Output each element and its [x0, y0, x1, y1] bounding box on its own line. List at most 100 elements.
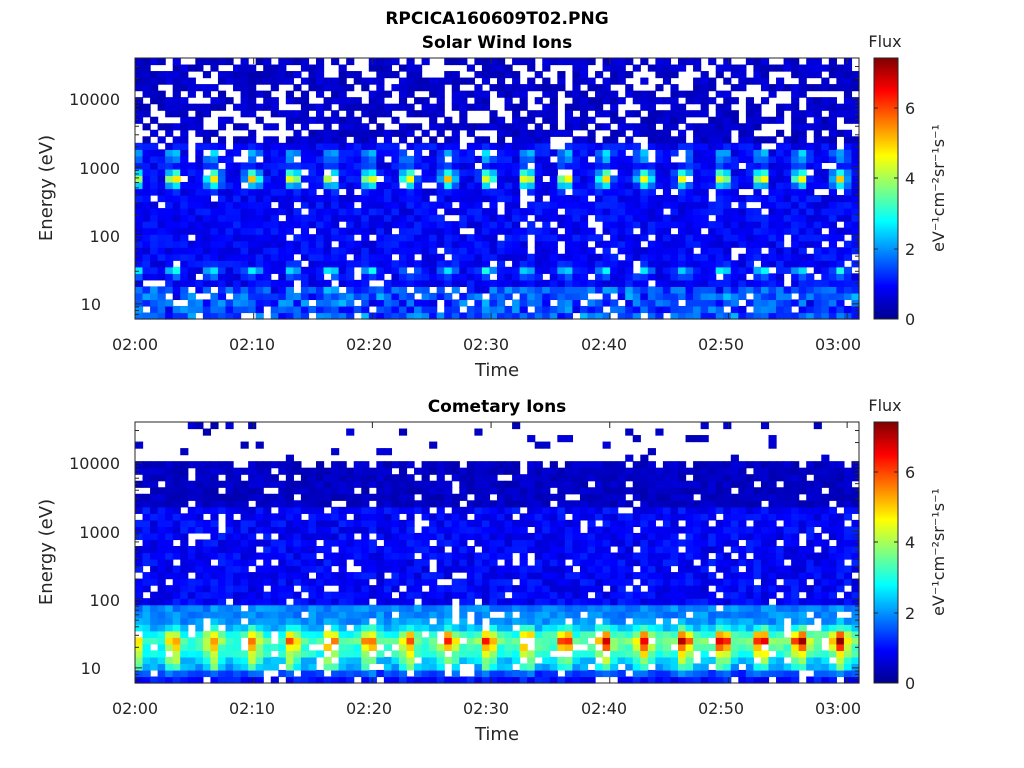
heatmap-cell	[300, 299, 310, 307]
heatmap-cell	[406, 234, 415, 242]
heatmap-cell	[202, 669, 212, 678]
heatmap-cell	[361, 526, 370, 534]
heatmap-cell	[172, 526, 181, 534]
heatmap-cell	[202, 260, 212, 268]
heatmap-cell	[353, 260, 362, 268]
heatmap-cell	[444, 637, 453, 645]
heatmap-cell	[278, 299, 287, 307]
heatmap-cell	[157, 168, 166, 177]
heatmap-cell	[368, 513, 377, 521]
heatmap-cell	[564, 221, 574, 229]
heatmap-cell	[135, 253, 144, 261]
heatmap-cell	[248, 253, 257, 261]
heatmap-cell	[685, 181, 694, 190]
heatmap-cell	[670, 214, 679, 222]
heatmap-cell	[233, 643, 242, 651]
heatmap-cell	[753, 273, 762, 281]
heatmap-cell	[255, 286, 264, 294]
heatmap-cell	[383, 208, 393, 216]
heatmap-cell	[414, 77, 423, 85]
heatmap-cell	[451, 188, 460, 196]
heatmap-cell	[383, 500, 393, 508]
heatmap-cell	[391, 201, 400, 209]
heatmap-cell	[481, 286, 491, 294]
heatmap-cell	[466, 142, 475, 150]
heatmap-cell	[481, 630, 491, 638]
heatmap-cell	[572, 292, 581, 301]
heatmap-cell	[233, 669, 242, 678]
heatmap-cell	[346, 240, 355, 248]
heatmap-cell	[142, 617, 151, 625]
heatmap-cell	[451, 195, 460, 203]
heatmap-cell	[331, 532, 340, 541]
heatmap-cell	[466, 565, 475, 573]
heatmap-cell	[270, 299, 279, 307]
heatmap-cell	[398, 305, 408, 314]
heatmap-cell	[451, 565, 460, 573]
heatmap-cell	[655, 162, 664, 170]
heatmap-cell	[474, 493, 483, 501]
heatmap-cell	[248, 142, 257, 150]
heatmap-cell	[776, 247, 785, 255]
heatmap-cell	[693, 188, 702, 196]
heatmap-cell	[316, 467, 325, 475]
heatmap-cell	[195, 467, 204, 475]
heatmap-cell	[150, 168, 159, 177]
heatmap-cell	[391, 58, 400, 66]
heatmap-cell	[715, 175, 724, 183]
heatmap-cell	[662, 221, 672, 229]
heatmap-cell	[225, 513, 234, 521]
heatmap-cell	[157, 487, 166, 495]
heatmap-cell	[383, 221, 393, 229]
heatmap-cell	[180, 598, 189, 606]
heatmap-cell	[504, 598, 513, 606]
heatmap-cell	[534, 617, 543, 625]
heatmap-cell	[693, 227, 702, 235]
heatmap-cell	[685, 266, 694, 274]
heatmap-cell	[745, 195, 755, 203]
heatmap-cell	[497, 58, 506, 66]
heatmap-cell	[474, 188, 483, 196]
heatmap-cell	[828, 253, 837, 261]
heatmap-cell	[429, 136, 438, 144]
heatmap-cell	[481, 273, 491, 281]
heatmap-cell	[142, 669, 151, 678]
heatmap-cell	[383, 591, 393, 599]
heatmap-cell	[670, 136, 679, 144]
heatmap-cell	[534, 286, 543, 294]
heatmap-cell	[278, 513, 287, 521]
heatmap-cell	[293, 260, 302, 268]
heatmap-cell	[504, 559, 513, 567]
heatmap-cell	[391, 312, 400, 320]
heatmap-cell	[195, 552, 204, 560]
heatmap-cell	[233, 676, 242, 684]
heatmap-cell	[474, 663, 483, 671]
heatmap-cell	[331, 181, 340, 190]
heatmap-cell	[466, 630, 475, 638]
heatmap-cell	[300, 500, 310, 508]
heatmap-cell	[843, 214, 853, 222]
heatmap-cell	[210, 545, 219, 554]
heatmap-cell	[595, 305, 604, 314]
heatmap-cell	[255, 175, 264, 183]
heatmap-cell	[512, 305, 521, 314]
heatmap-cell	[685, 214, 694, 222]
heatmap-cell	[135, 142, 144, 150]
heatmap-cell	[187, 221, 196, 229]
heatmap-cell	[700, 181, 709, 190]
heatmap-cell	[723, 201, 732, 209]
heatmap-cell	[414, 214, 423, 222]
heatmap-cell	[828, 175, 837, 183]
heatmap-cell	[308, 624, 317, 632]
heatmap-cell	[361, 650, 370, 658]
heatmap-cell	[836, 273, 845, 281]
heatmap-cell	[451, 637, 460, 645]
heatmap-cell	[564, 266, 574, 274]
heatmap-cell	[376, 630, 385, 638]
heatmap-cell	[730, 227, 739, 235]
heatmap-cell	[172, 64, 181, 72]
heatmap-cell	[233, 227, 242, 235]
heatmap-cell	[263, 474, 272, 482]
heatmap-cell	[278, 500, 287, 508]
heatmap-cell	[233, 656, 242, 665]
